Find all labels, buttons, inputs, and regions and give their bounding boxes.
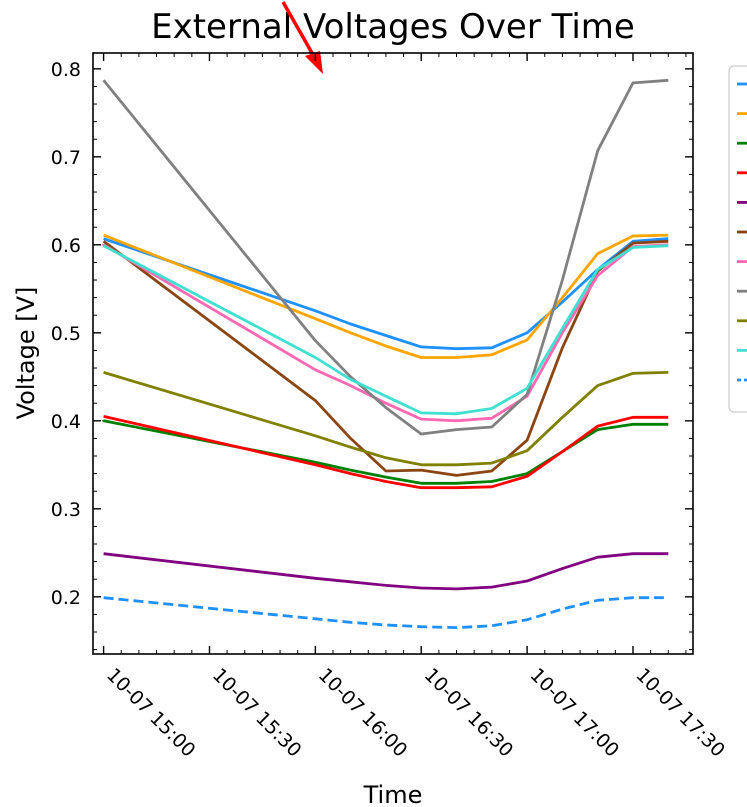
series-line-8 [102, 78, 669, 436]
x-tick-label: 10-07 16:30 [420, 664, 518, 762]
y-tick-label: 0.3 [51, 499, 81, 521]
y-tick-label: 0.6 [51, 235, 81, 257]
series-line-4 [103, 415, 669, 490]
series-line-7 [102, 243, 669, 423]
series-line-2 [103, 233, 669, 359]
series-line-6 [102, 239, 669, 477]
y-axis-label: Voltage [V] [12, 287, 40, 420]
chart-title: External Voltages Over Time [151, 7, 635, 47]
series-line-9 [103, 371, 669, 467]
x-tick-label: 10-07 17:00 [526, 664, 624, 762]
y-tick-label: 0.7 [51, 147, 81, 169]
y-axis-ticks: 0.2 0.3 0.4 0.5 0.6 0.7 0.8 [51, 59, 693, 651]
x-tick-label: 10-07 17:30 [631, 664, 729, 762]
x-axis-label: Time [363, 781, 423, 807]
x-axis-ticks: 10-07 15:00 10-07 15:30 10-07 16:00 10-07 1… [102, 53, 729, 762]
series-line-3 [102, 419, 669, 485]
annotation-arrow [281, 1, 323, 74]
y-tick-label: 0.4 [51, 411, 81, 433]
y-tick-label: 0.8 [51, 59, 81, 81]
series-line-10 [102, 244, 669, 416]
series-line-11 [103, 596, 669, 629]
plot-frame [92, 52, 694, 655]
x-tick-label: 10-07 16:00 [314, 664, 412, 762]
legend-box [728, 65, 747, 413]
y-tick-label: 0.2 [51, 587, 81, 609]
legend [728, 65, 747, 413]
y-tick-label: 0.5 [51, 323, 81, 345]
x-tick-label: 10-07 15:00 [102, 664, 200, 762]
plot-lines [102, 78, 669, 629]
series-line-5 [103, 552, 669, 591]
x-tick-label: 10-07 15:30 [208, 664, 306, 762]
